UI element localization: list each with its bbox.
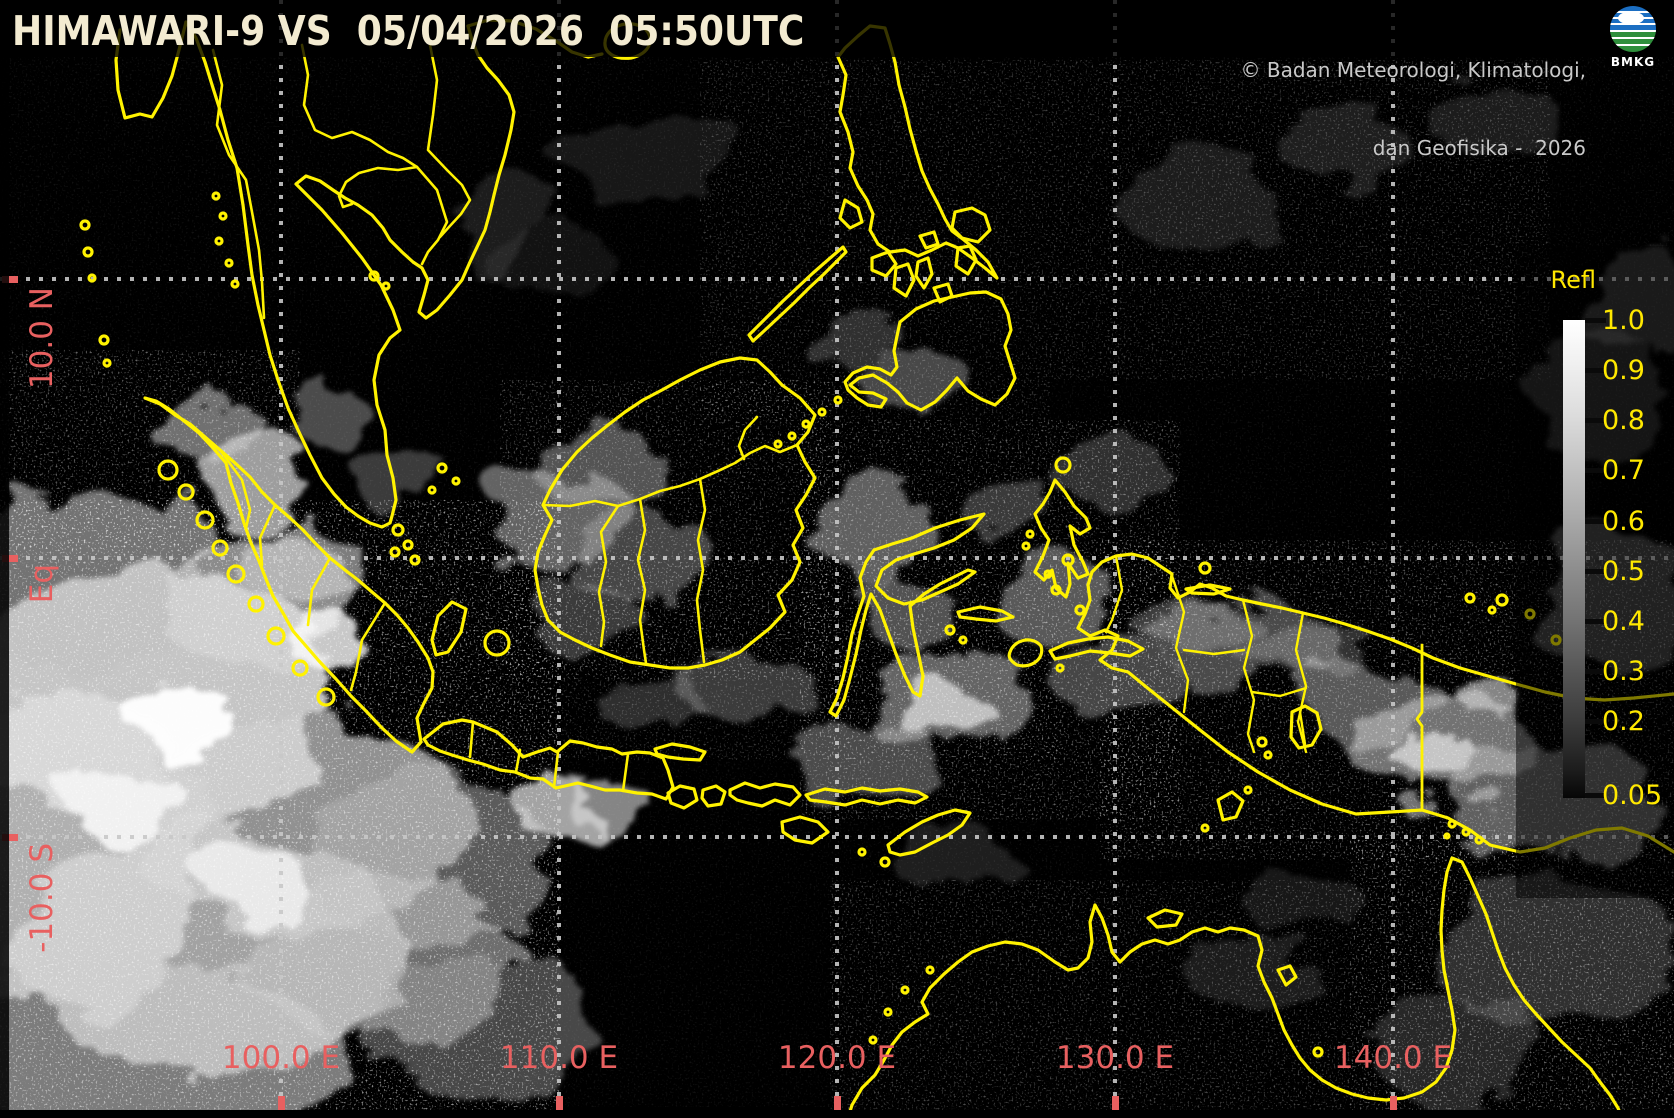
bottom-edge-band [0, 1110, 1674, 1118]
attribution: © Badan Meteorologi, Klimatologi, dan Ge… [1241, 5, 1587, 213]
left-edge-band [0, 57, 9, 1110]
colorbar-tick [1585, 719, 1606, 724]
latitude-label-10n: 10.0 N [24, 287, 60, 390]
longitude-label-120e: 120.0 E [777, 1040, 897, 1076]
image-title: HIMAWARI-9 VS 05/04/2026 05:50UTC [12, 7, 805, 55]
colorbar-tick-label: 0.3 [1602, 656, 1645, 687]
coastline-overlay [79, 18, 1674, 1118]
attribution-line2: dan Geofisika - 2026 [1372, 136, 1586, 160]
colorbar-tick [1585, 519, 1606, 524]
bmkg-logo-label: BMKG [1610, 55, 1656, 69]
latitude-label-10s: -10.0 S [24, 843, 60, 953]
colorbar-gradient [1563, 320, 1585, 798]
bmkg-globe-icon [1610, 6, 1656, 52]
colorbar-tick [1585, 569, 1606, 574]
colorbar-tick-label: 0.9 [1602, 355, 1645, 386]
title-band [0, 0, 1674, 57]
longitude-label-130e: 130.0 E [1055, 1040, 1175, 1076]
colorbar-tick-label: 0.8 [1602, 405, 1645, 436]
latitude-ticks [2, 276, 18, 841]
colorbar-tick [1585, 669, 1606, 674]
colorbar-tick-label: 0.2 [1602, 706, 1645, 737]
colorbar-tick [1585, 468, 1606, 473]
colorbar-tick-label: 1.0 [1602, 305, 1645, 336]
longitude-label-110e: 110.0 E [499, 1040, 619, 1076]
colorbar-tick-label: 0.7 [1602, 455, 1645, 486]
colorbar-tick [1585, 619, 1606, 624]
colorbar-tick-label: 0.6 [1602, 506, 1645, 537]
colorbar-title: Refl [1550, 266, 1596, 294]
colorbar-tick-label: 0.4 [1602, 606, 1645, 637]
longitude-label-100e: 100.0 E [221, 1040, 341, 1076]
colorbar-tick [1585, 318, 1606, 323]
colorbar-tick-label: 0.05 [1602, 780, 1663, 811]
colorbar-tick [1585, 368, 1606, 373]
longitude-ticks [278, 1096, 1397, 1112]
latitude-label-eq: Eq [24, 564, 60, 604]
colorbar-tick [1585, 418, 1606, 423]
longitude-label-140e: 140.0 E [1333, 1040, 1453, 1076]
attribution-line1: © Badan Meteorologi, Klimatologi, [1240, 58, 1587, 82]
colorbar-tick [1585, 793, 1606, 798]
colorbar-tick-label: 0.5 [1602, 556, 1645, 587]
bmkg-logo: BMKG [1608, 5, 1658, 69]
